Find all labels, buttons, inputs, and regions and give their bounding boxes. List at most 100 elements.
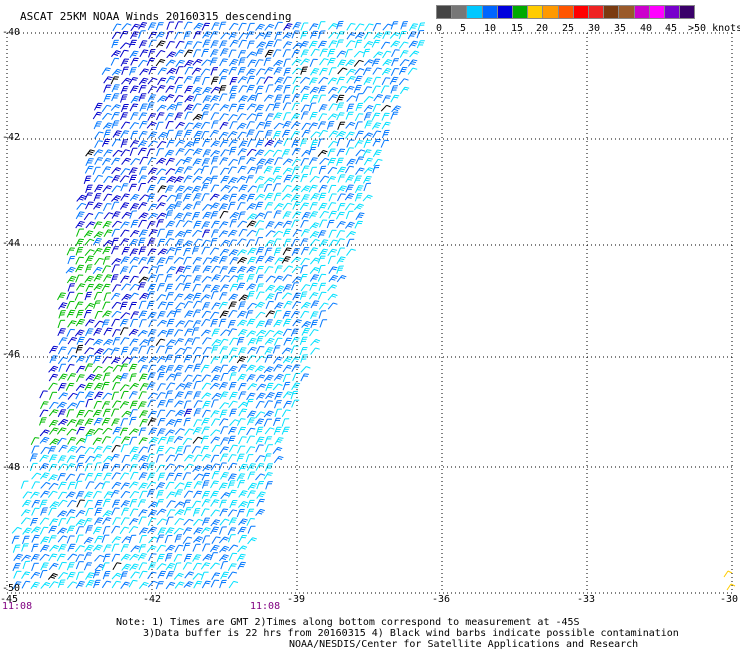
wind-barb [182, 536, 193, 544]
wind-barb [138, 40, 148, 49]
wind-barb [229, 219, 237, 228]
wind-barb [48, 373, 59, 382]
lat-label: -42 [2, 132, 20, 143]
wind-barb [273, 59, 284, 67]
wind-barb [165, 210, 174, 219]
wind-barb [291, 58, 302, 66]
wind-barb [292, 42, 303, 50]
wind-barb [218, 131, 229, 140]
wind-barb [84, 255, 94, 264]
wind-barb [191, 185, 202, 194]
wind-barb [272, 383, 283, 391]
wind-barb [390, 40, 401, 48]
wind-barb [102, 122, 113, 130]
wind-barb [103, 472, 112, 481]
wind-barb [210, 399, 219, 408]
wind-barb [310, 193, 320, 201]
wind-barb [76, 194, 87, 202]
wind-barb [183, 282, 192, 291]
wind-barb [67, 437, 77, 445]
wind-barb [246, 463, 256, 471]
wind-barb [174, 246, 182, 256]
wind-barb [237, 220, 248, 228]
wind-barb [211, 471, 220, 480]
wind-barb [103, 229, 113, 238]
wind-barb [111, 536, 122, 544]
wind-barb [174, 544, 184, 553]
wind-barb [182, 240, 193, 248]
wind-barb [272, 446, 283, 455]
wind-barb [111, 499, 121, 508]
wind-barb [192, 300, 202, 309]
wind-barb [300, 366, 311, 373]
wind-barb [237, 373, 247, 382]
wind-barb [237, 50, 247, 59]
wind-barb [344, 203, 355, 211]
wind-barb [138, 472, 148, 481]
wind-barb [166, 67, 177, 75]
wind-barb [184, 111, 193, 120]
wind-barb [175, 302, 186, 310]
wind-barb [40, 536, 50, 545]
wind-barb [238, 22, 247, 31]
wind-barb [236, 356, 247, 364]
wind-barb [210, 436, 221, 444]
wind-barb [282, 247, 292, 256]
wind-barb [112, 382, 121, 391]
wind-barb [128, 428, 139, 436]
wind-barb [227, 114, 238, 122]
wind-barb [200, 68, 211, 76]
wind-barb [273, 356, 283, 364]
wind-barb [273, 203, 284, 211]
wind-barb [193, 473, 204, 481]
wind-barb [94, 507, 103, 516]
wind-barb [128, 526, 139, 534]
wind-barb [227, 365, 238, 373]
wind-barb [139, 535, 147, 544]
wind-barb [263, 76, 273, 84]
wind-barb [390, 94, 400, 103]
wind-barb [111, 175, 121, 183]
wind-barb [299, 347, 308, 356]
wind-barb [165, 31, 174, 40]
wind-barb [49, 518, 59, 526]
wind-barb [291, 382, 301, 390]
wind-barb [227, 229, 238, 237]
wind-barb [220, 472, 229, 480]
wind-barb [263, 94, 274, 102]
wind-barb [192, 113, 203, 121]
wind-barb [48, 562, 59, 571]
wind-barb [146, 148, 155, 157]
wind-barb [147, 444, 156, 453]
wind-barb [157, 95, 168, 103]
wind-barb [274, 257, 284, 265]
wind-barb [137, 237, 146, 246]
wind-barb [398, 78, 409, 86]
wind-barb [202, 86, 212, 95]
wind-barb [121, 536, 132, 544]
wind-barb [254, 104, 264, 113]
wind-barb [147, 571, 157, 580]
wind-barb [264, 49, 274, 58]
wind-barb [76, 202, 87, 210]
wind-barb [120, 571, 128, 580]
wind-barb [75, 526, 84, 535]
wind-barb [130, 112, 139, 121]
wind-barb [200, 364, 210, 373]
wind-barb [282, 391, 293, 399]
wind-barb [120, 183, 129, 192]
wind-barb [291, 166, 300, 175]
wind-barb [202, 543, 211, 552]
wind-barb [102, 571, 111, 580]
wind-barb [317, 121, 327, 130]
wind-barb [300, 194, 310, 202]
wind-barb [300, 66, 308, 75]
wind-barb [236, 175, 247, 183]
wind-barb [128, 301, 137, 310]
wind-barb [157, 371, 165, 381]
wind-barb [281, 292, 292, 300]
wind-barb [110, 76, 119, 85]
wind-barb [283, 23, 293, 31]
wind-barb [174, 112, 183, 121]
wind-barb [112, 23, 122, 32]
